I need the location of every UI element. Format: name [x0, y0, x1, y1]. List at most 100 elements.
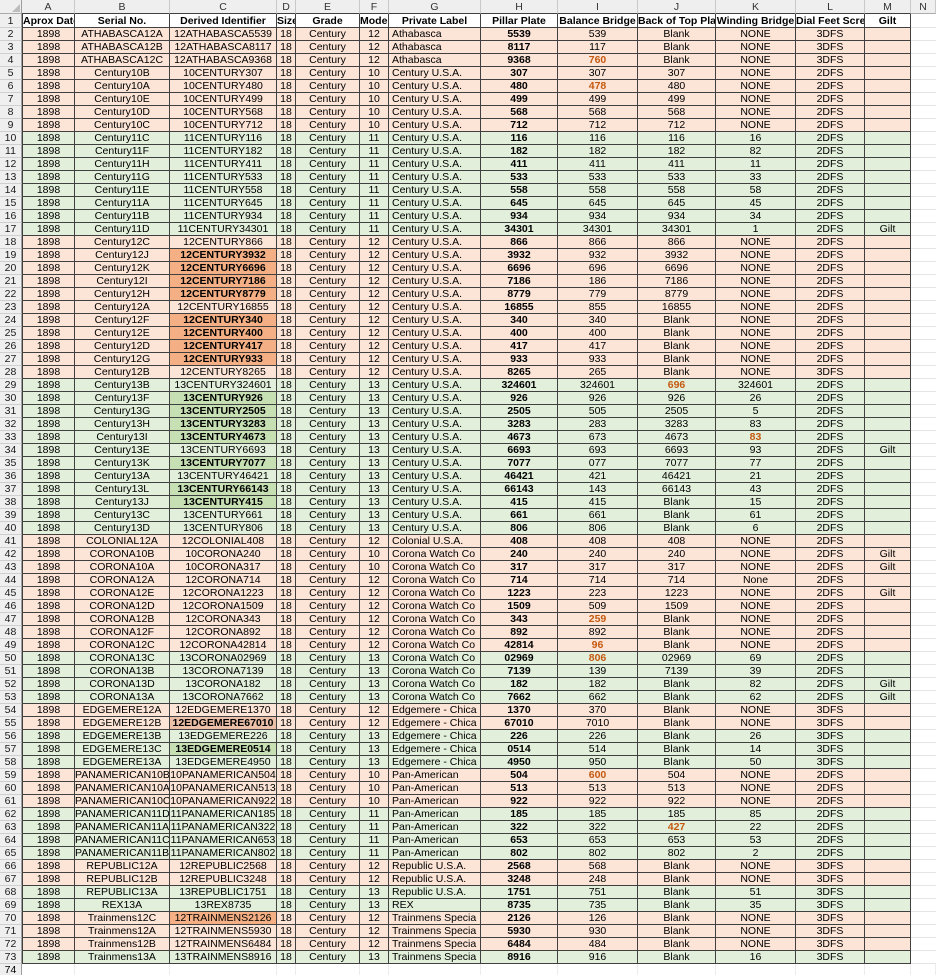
- cell-A71[interactable]: 1898: [22, 925, 75, 938]
- cell-J16[interactable]: 934: [638, 210, 716, 223]
- cell-F35[interactable]: 13: [360, 457, 389, 470]
- cell-I42[interactable]: 240: [558, 548, 638, 561]
- cell-J41[interactable]: 408: [638, 535, 716, 548]
- cell-J39[interactable]: Blank: [638, 509, 716, 522]
- cell-C73[interactable]: 13TRAINMENS8916: [170, 951, 277, 964]
- cell-K13[interactable]: 33: [716, 171, 796, 184]
- cell-F24[interactable]: 12: [360, 314, 389, 327]
- cell-K4[interactable]: NONE: [716, 54, 796, 67]
- cell-D57[interactable]: 18: [277, 743, 296, 756]
- cell-I2[interactable]: 539: [558, 28, 638, 41]
- cell-F11[interactable]: 11: [360, 145, 389, 158]
- select-all-button[interactable]: [0, 0, 22, 14]
- cell-M43[interactable]: Gilt: [865, 561, 911, 574]
- cell-I36[interactable]: 421: [558, 470, 638, 483]
- cell-F2[interactable]: 12: [360, 28, 389, 41]
- cell-J5[interactable]: 307: [638, 67, 716, 80]
- cell-M5[interactable]: [865, 67, 911, 80]
- cell-G33[interactable]: Century U.S.A.: [389, 431, 481, 444]
- cell-K3[interactable]: NONE: [716, 41, 796, 54]
- cell-C56[interactable]: 13EDGEMERE226: [170, 730, 277, 743]
- cell-M23[interactable]: [865, 301, 911, 314]
- cell-G41[interactable]: Colonial U.S.A.: [389, 535, 481, 548]
- cell-H43[interactable]: 317: [481, 561, 558, 574]
- cell-B70[interactable]: Trainmens12C: [75, 912, 170, 925]
- cell-N53[interactable]: [911, 691, 936, 704]
- cell-H36[interactable]: 46421: [481, 470, 558, 483]
- cell-A25[interactable]: 1898: [22, 327, 75, 340]
- cell-D3[interactable]: 18: [277, 41, 296, 54]
- cell-A31[interactable]: 1898: [22, 405, 75, 418]
- cell-I27[interactable]: 933: [558, 353, 638, 366]
- cell-D64[interactable]: 18: [277, 834, 296, 847]
- cell-E39[interactable]: Century: [296, 509, 360, 522]
- cell-I5[interactable]: 307: [558, 67, 638, 80]
- cell-F69[interactable]: 13: [360, 899, 389, 912]
- cell-E44[interactable]: Century: [296, 574, 360, 587]
- cell-N69[interactable]: [911, 899, 936, 912]
- row-header-61[interactable]: 61: [0, 795, 22, 808]
- cell-A40[interactable]: 1898: [22, 522, 75, 535]
- cell-N47[interactable]: [911, 613, 936, 626]
- cell-E38[interactable]: Century: [296, 496, 360, 509]
- cell-H3[interactable]: 8117: [481, 41, 558, 54]
- cell-L17[interactable]: 2DFS: [796, 223, 865, 236]
- row-header-27[interactable]: 27: [0, 353, 22, 366]
- cell-C9[interactable]: 10CENTURY712: [170, 119, 277, 132]
- column-header-F[interactable]: F: [360, 0, 389, 14]
- cell-C31[interactable]: 13CENTURY2505: [170, 405, 277, 418]
- column-header-N[interactable]: N: [911, 0, 936, 14]
- cell-J15[interactable]: 645: [638, 197, 716, 210]
- cell-D73[interactable]: 18: [277, 951, 296, 964]
- cell-F17[interactable]: 11: [360, 223, 389, 236]
- cell-E59[interactable]: Century: [296, 769, 360, 782]
- cell-B17[interactable]: Century11D: [75, 223, 170, 236]
- cell-M73[interactable]: [865, 951, 911, 964]
- cell-L2[interactable]: 3DFS: [796, 28, 865, 41]
- cell-F66[interactable]: 12: [360, 860, 389, 873]
- row-header-42[interactable]: 42: [0, 548, 22, 561]
- cell-G6[interactable]: Century U.S.A.: [389, 80, 481, 93]
- cell-F18[interactable]: 12: [360, 236, 389, 249]
- cell-A68[interactable]: 1898: [22, 886, 75, 899]
- cell-D42[interactable]: 18: [277, 548, 296, 561]
- cell-E69[interactable]: Century: [296, 899, 360, 912]
- cell-M12[interactable]: [865, 158, 911, 171]
- column-header-M[interactable]: M: [865, 0, 911, 14]
- cell-J54[interactable]: Blank: [638, 704, 716, 717]
- cell-B38[interactable]: Century13J: [75, 496, 170, 509]
- cell-I52[interactable]: 182: [558, 678, 638, 691]
- cell-E33[interactable]: Century: [296, 431, 360, 444]
- cell-N70[interactable]: [911, 912, 936, 925]
- cell-D45[interactable]: 18: [277, 587, 296, 600]
- cell-J28[interactable]: Blank: [638, 366, 716, 379]
- cell-N37[interactable]: [911, 483, 936, 496]
- cell-M31[interactable]: [865, 405, 911, 418]
- column-title-H[interactable]: Pillar Plate: [481, 14, 558, 28]
- cell-A32[interactable]: 1898: [22, 418, 75, 431]
- cell-F20[interactable]: 12: [360, 262, 389, 275]
- cell-F38[interactable]: 13: [360, 496, 389, 509]
- cell-N29[interactable]: [911, 379, 936, 392]
- cell-F31[interactable]: 13: [360, 405, 389, 418]
- cell-M16[interactable]: [865, 210, 911, 223]
- cell-I68[interactable]: 751: [558, 886, 638, 899]
- cell-F44[interactable]: 12: [360, 574, 389, 587]
- cell-A9[interactable]: 1898: [22, 119, 75, 132]
- cell-H23[interactable]: 16855: [481, 301, 558, 314]
- cell-E29[interactable]: Century: [296, 379, 360, 392]
- cell-M72[interactable]: [865, 938, 911, 951]
- cell-G58[interactable]: Edgemere - Chica: [389, 756, 481, 769]
- column-title-K[interactable]: Winding Bridge: [716, 14, 796, 28]
- cell-B41[interactable]: COLONIAL12A: [75, 535, 170, 548]
- cell-H34[interactable]: 6693: [481, 444, 558, 457]
- cell-N60[interactable]: [911, 782, 936, 795]
- cell-E37[interactable]: Century: [296, 483, 360, 496]
- cell-M42[interactable]: Gilt: [865, 548, 911, 561]
- cell-M34[interactable]: Gilt: [865, 444, 911, 457]
- cell-K46[interactable]: NONE: [716, 600, 796, 613]
- cell-N24[interactable]: [911, 314, 936, 327]
- cell-E54[interactable]: Century: [296, 704, 360, 717]
- cell-K61[interactable]: NONE: [716, 795, 796, 808]
- cell-H67[interactable]: 3248: [481, 873, 558, 886]
